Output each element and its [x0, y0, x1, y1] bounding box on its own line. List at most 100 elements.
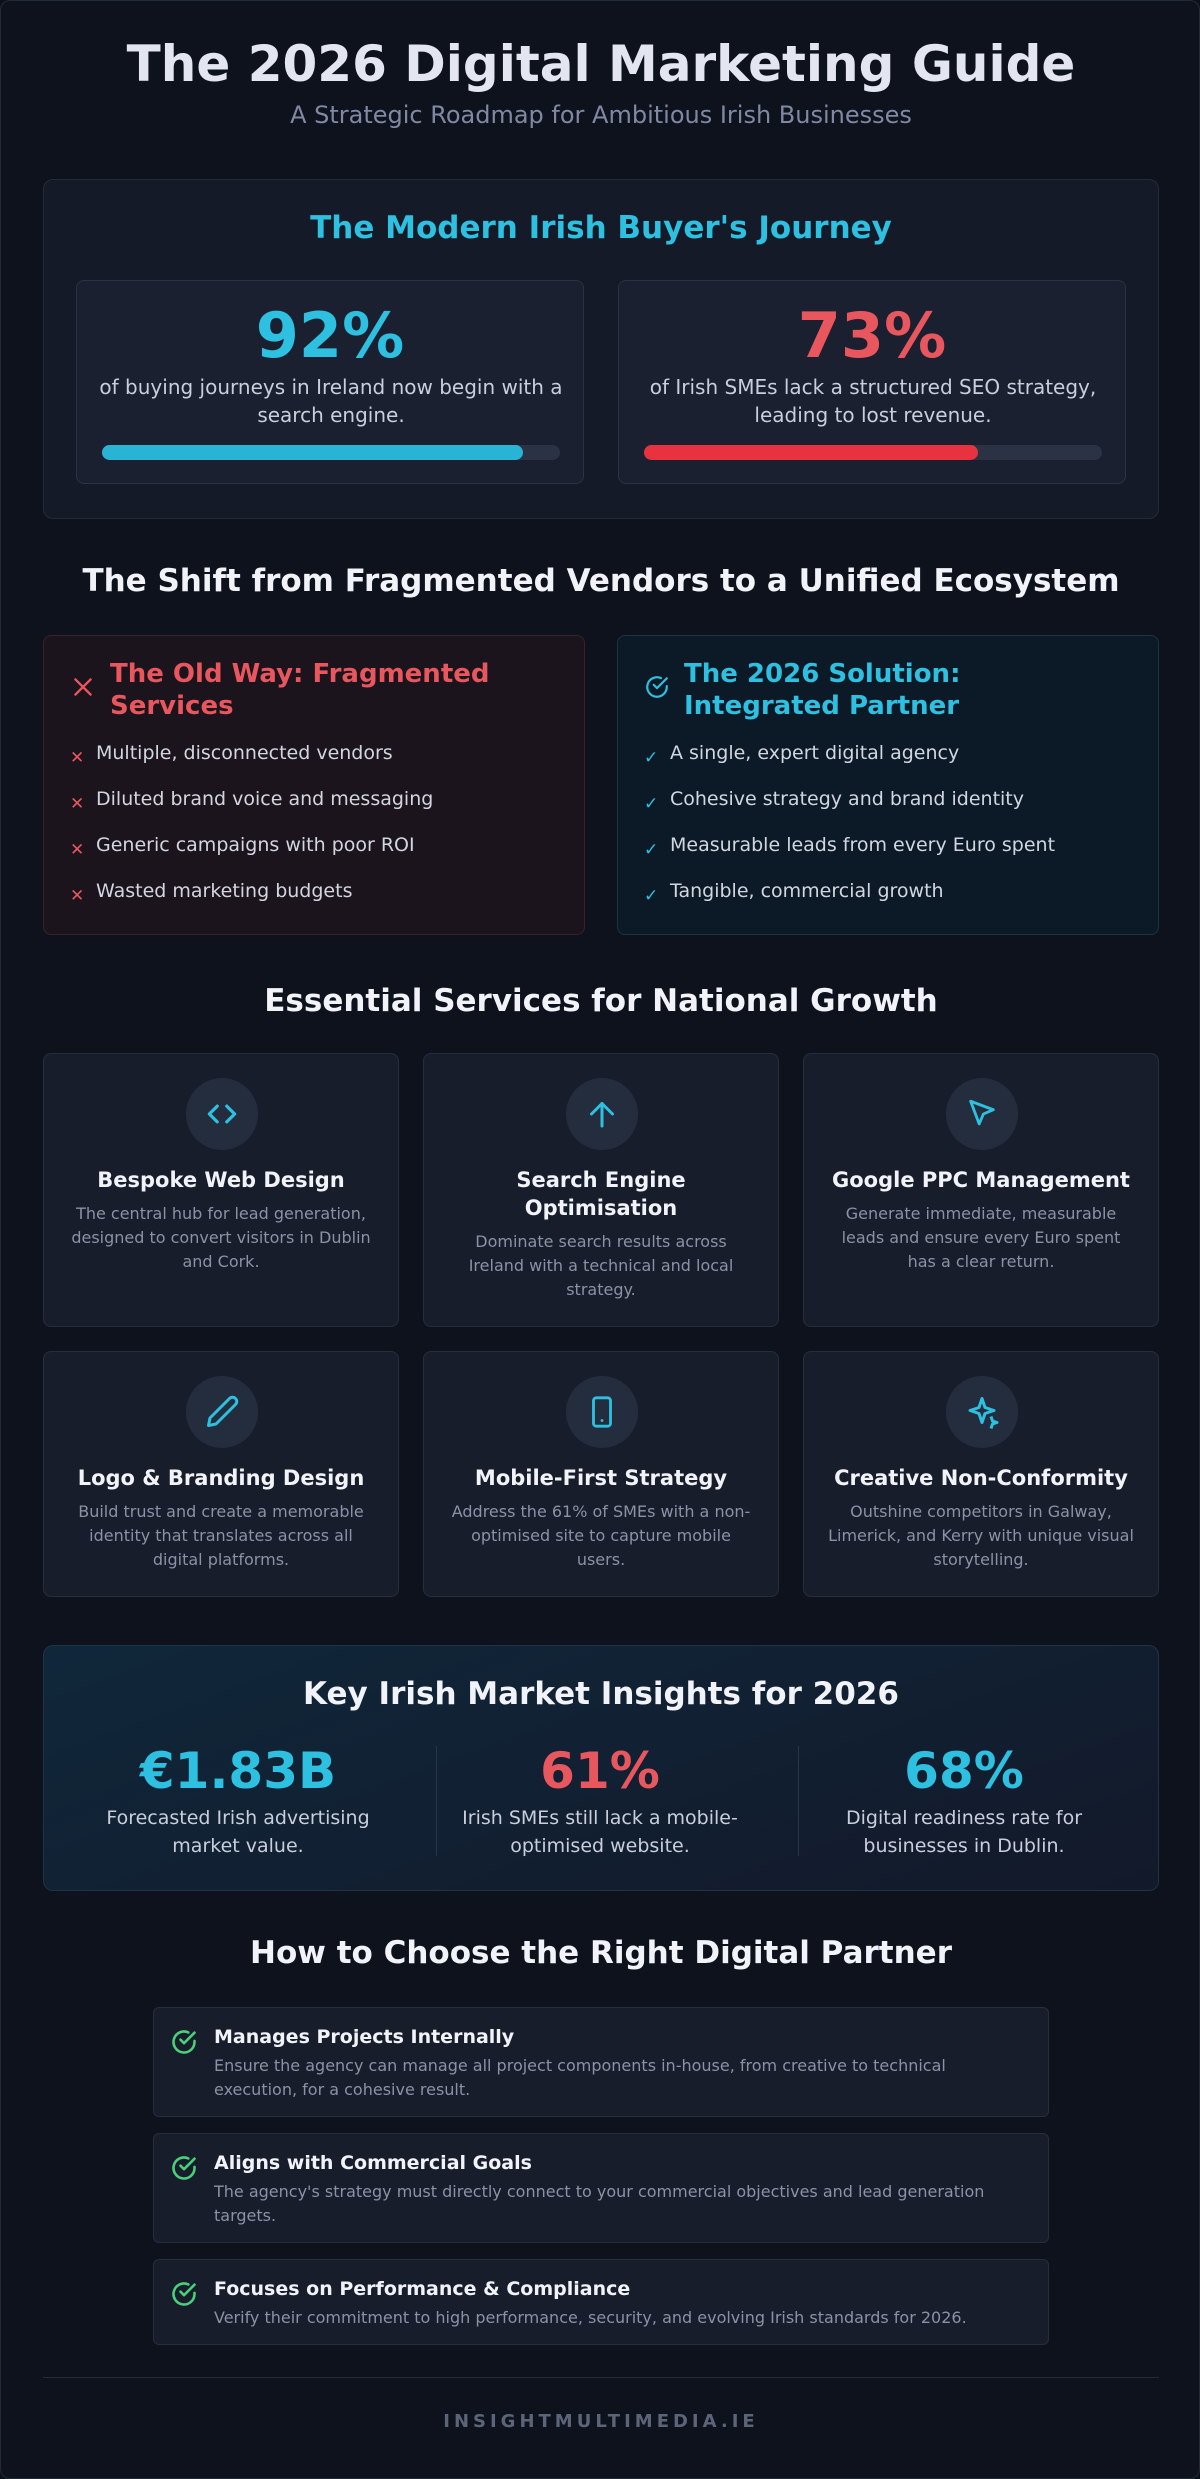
checklist-text: Verify their commitment to high performa…	[214, 2308, 967, 2327]
checklist-title: Focuses on Performance & Compliance	[214, 2278, 631, 2300]
list-item-text: Measurable leads from every Euro spent	[670, 834, 1056, 856]
check-mark-icon: ✓	[644, 886, 659, 906]
check-circle-icon	[646, 676, 668, 698]
market-insights-panel: Key Irish Market Insights for 2026 €1.83…	[43, 1645, 1159, 1891]
insight-value: 61%	[540, 1742, 660, 1800]
service-title: Search Engine Optimisation	[516, 1168, 686, 1220]
insight-text: Forecasted Irish advertising market valu…	[106, 1807, 370, 1857]
list-item: ✓ Measurable leads from every Euro spent	[642, 834, 1142, 880]
footer-divider	[43, 2377, 1159, 2378]
check-mark-icon: ✓	[644, 748, 659, 768]
new-way-list: ✓ A single, expert digital agency ✓ Cohesi…	[642, 742, 1142, 926]
service-icon-wrap	[946, 1376, 1018, 1448]
list-item-text: Multiple, disconnected vendors	[96, 742, 393, 764]
divider	[436, 1746, 437, 1856]
pen-icon	[207, 1395, 239, 1427]
insight-text: Digital readiness rate for businesses in…	[845, 1807, 1083, 1857]
list-item: ✓ Tangible, commercial growth	[642, 880, 1142, 926]
list-item: ✓ A single, expert digital agency	[642, 742, 1142, 788]
list-item: ✕ Wasted marketing budgets	[68, 880, 568, 926]
choose-title: How to Choose the Right Digital Partner	[250, 1935, 952, 1971]
progress-bar-fill	[644, 445, 979, 460]
service-desc: Build trust and create a memorable ident…	[78, 1502, 364, 1569]
list-item: ✕ Generic campaigns with poor ROI	[68, 834, 568, 880]
service-desc: The central hub for lead generation, des…	[71, 1204, 371, 1271]
list-item-text: A single, expert digital agency	[670, 742, 960, 764]
checklist-title: Aligns with Commercial Goals	[214, 2152, 532, 2174]
shift-title: The Shift from Fragmented Vendors to a U…	[82, 563, 1120, 599]
journey-title: The Modern Irish Buyer's Journey	[310, 210, 892, 246]
checklist-text: Ensure the agency can manage all project…	[214, 2056, 946, 2099]
insight-value: €1.83B	[139, 1742, 337, 1800]
progress-bar-fill	[102, 445, 524, 460]
cursor-icon	[969, 1099, 995, 1126]
list-item: ✕ Diluted brand voice and messaging	[68, 788, 568, 834]
checklist-item: Focuses on Performance & Compliance Veri…	[153, 2259, 1049, 2345]
list-item-text: Wasted marketing budgets	[96, 880, 353, 902]
x-mark-icon: ✕	[70, 748, 85, 768]
new-way-card: The 2026 Solution: Integrated Partner ✓ A…	[617, 635, 1159, 935]
smartphone-icon	[592, 1396, 612, 1428]
service-desc: Outshine competitors in Galway, Limerick…	[828, 1502, 1134, 1569]
page-subtitle: A Strategic Roadmap for Ambitious Irish …	[290, 101, 912, 129]
progress-bar	[102, 445, 560, 460]
insight-value: 68%	[904, 1742, 1024, 1800]
service-icon-wrap	[566, 1078, 638, 1150]
stat-text: of buying journeys in Ireland now begin …	[99, 375, 563, 427]
checklist-text: The agency's strategy must directly conn…	[214, 2182, 985, 2225]
checklist-item: Aligns with Commercial Goals The agency'…	[153, 2133, 1049, 2243]
old-way-list: ✕ Multiple, disconnected vendors ✕ Diluted…	[68, 742, 568, 926]
list-item-text: Generic campaigns with poor ROI	[96, 834, 415, 856]
service-card-web-design: Bespoke Web Design The central hub for l…	[43, 1053, 399, 1327]
service-title: Logo & Branding Design	[77, 1466, 365, 1490]
x-mark-icon: ✕	[70, 840, 85, 860]
stat-text: of Irish SMEs lack a structured SEO stra…	[649, 375, 1097, 427]
service-icon-wrap	[946, 1078, 1018, 1150]
x-mark-icon: ✕	[70, 794, 85, 814]
old-way-title: The Old Way: Fragmented Services	[110, 659, 490, 721]
check-circle-icon	[172, 2030, 196, 2054]
old-way-card: The Old Way: Fragmented Services ✕ Multip…	[43, 635, 585, 935]
service-desc: Dominate search results across Ireland w…	[468, 1232, 734, 1299]
checklist-item: Manages Projects Internally Ensure the a…	[153, 2007, 1049, 2117]
service-title: Bespoke Web Design	[97, 1168, 345, 1192]
sparkle-icon	[968, 1397, 999, 1429]
list-item: ✓ Cohesive strategy and brand identity	[642, 788, 1142, 834]
service-icon-wrap	[566, 1376, 638, 1448]
page-title: The 2026 Digital Marketing Guide	[126, 35, 1076, 93]
service-icon-wrap	[186, 1376, 258, 1448]
progress-bar	[644, 445, 1102, 460]
services-title: Essential Services for National Growth	[264, 983, 938, 1019]
service-card-ppc: Google PPC Management Generate immediate…	[803, 1053, 1159, 1327]
service-desc: Address the 61% of SMEs with a non-optim…	[451, 1502, 751, 1569]
list-item-text: Tangible, commercial growth	[670, 880, 944, 902]
check-mark-icon: ✓	[644, 840, 659, 860]
service-title: Mobile-First Strategy	[474, 1466, 728, 1490]
checklist-title: Manages Projects Internally	[214, 2026, 515, 2048]
check-circle-icon	[172, 2156, 196, 2180]
service-card-seo: Search Engine Optimisation Dominate sear…	[423, 1053, 779, 1327]
insight-text: Irish SMEs still lack a mobile-optimised…	[462, 1807, 738, 1857]
stat-value: 92%	[255, 299, 405, 372]
service-title: Creative Non-Conformity	[834, 1466, 1128, 1490]
service-title: Google PPC Management	[832, 1168, 1130, 1192]
service-card-branding: Logo & Branding Design Build trust and c…	[43, 1351, 399, 1597]
x-icon	[74, 678, 92, 696]
service-desc: Generate immediate, measurable leads and…	[841, 1204, 1121, 1271]
stat-card-search: 92% of buying journeys in Ireland now be…	[76, 280, 584, 484]
insights-title: Key Irish Market Insights for 2026	[303, 1676, 899, 1712]
service-card-mobile: Mobile-First Strategy Address the 61% of…	[423, 1351, 779, 1597]
new-way-title: The 2026 Solution: Integrated Partner	[684, 659, 961, 721]
footer-link[interactable]: INSIGHTMULTIMEDIA.IE	[443, 2411, 759, 2432]
check-circle-icon	[172, 2282, 196, 2306]
list-item: ✕ Multiple, disconnected vendors	[68, 742, 568, 788]
buyer-journey-panel: The Modern Irish Buyer's Journey 92% of …	[43, 179, 1159, 519]
list-item-text: Cohesive strategy and brand identity	[670, 788, 1024, 810]
service-icon-wrap	[186, 1078, 258, 1150]
list-item-text: Diluted brand voice and messaging	[96, 788, 434, 810]
stat-card-seo: 73% of Irish SMEs lack a structured SEO …	[618, 280, 1126, 484]
arrow-up-icon	[590, 1102, 614, 1128]
code-icon	[207, 1104, 237, 1124]
x-mark-icon: ✕	[70, 886, 85, 906]
